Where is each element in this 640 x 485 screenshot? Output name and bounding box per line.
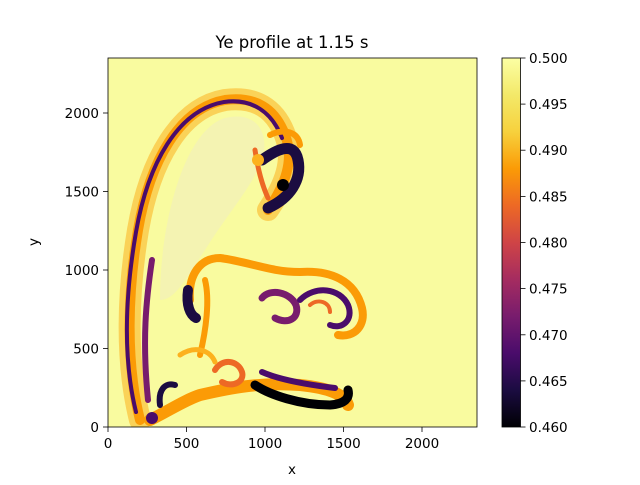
y-tick-0: 0 [90,420,108,436]
plot-frame [107,57,478,428]
colorbar-tick-8: 0.500 [520,51,568,67]
x-tick-label: 2000 [405,436,439,452]
x-axis: 0 500 1000 1500 2000 x [104,427,439,478]
lower-mushroom-cap [144,347,354,426]
colorbar-tick-label: 0.500 [529,51,568,67]
y-tick-label: 500 [73,342,99,358]
y-tick-4: 2000 [65,106,108,122]
colorbar-tick-1: 0.465 [520,374,568,390]
y-tick-label: 0 [90,420,99,436]
colorbar-tick-0: 0.460 [520,420,568,436]
colorbar-tick-label: 0.480 [529,236,568,252]
x-tick-0: 0 [104,427,113,452]
y-tick-1: 500 [73,342,108,358]
colorbar-tick-7: 0.495 [520,97,568,113]
colorbar-tick-label: 0.475 [529,282,568,298]
colorbar-tick-label: 0.460 [529,420,568,436]
x-tick-2: 1000 [248,427,282,452]
x-tick-label: 0 [104,436,113,452]
chart-title: Ye profile at 1.15 s [214,33,368,52]
heatmap-background [108,58,477,427]
colorbar-tick-2: 0.470 [520,328,568,344]
x-tick-3: 1500 [326,427,361,452]
x-tick-label: 1000 [248,436,282,452]
y-tick-label: 2000 [65,106,99,122]
upper-hook [252,128,305,214]
y-tick-label: 1500 [65,185,99,201]
colorbar-tick-label: 0.495 [529,97,568,113]
colorbar-tick-5: 0.485 [520,189,568,205]
y-tick-3: 1500 [65,185,108,201]
y-axis: 0 500 1000 1500 2000 y [26,106,108,436]
x-axis-label: x [288,462,296,478]
colorbar-tick-label: 0.465 [529,374,568,390]
y-tick-2: 1000 [65,263,108,279]
x-tick-label: 500 [174,436,200,452]
colorbar-fill [502,58,521,427]
x-tick-4: 2000 [405,427,439,452]
colorbar-tick-3: 0.475 [520,282,568,298]
colorbar-tick-4: 0.480 [520,236,568,252]
y-tick-label: 1000 [65,263,99,279]
heatmap-image [108,58,477,427]
x-tick-1: 500 [174,427,200,452]
colorbar-tick-label: 0.485 [529,189,568,205]
colorbar-tick-label: 0.490 [529,143,568,159]
colorbar-tick-label: 0.470 [529,328,568,344]
y-axis-label: y [26,238,42,246]
x-tick-label: 1500 [326,436,360,452]
colorbar: 0.460 0.465 0.470 0.475 0.480 0.485 0.49… [501,51,568,436]
colorbar-tick-6: 0.490 [520,143,568,159]
